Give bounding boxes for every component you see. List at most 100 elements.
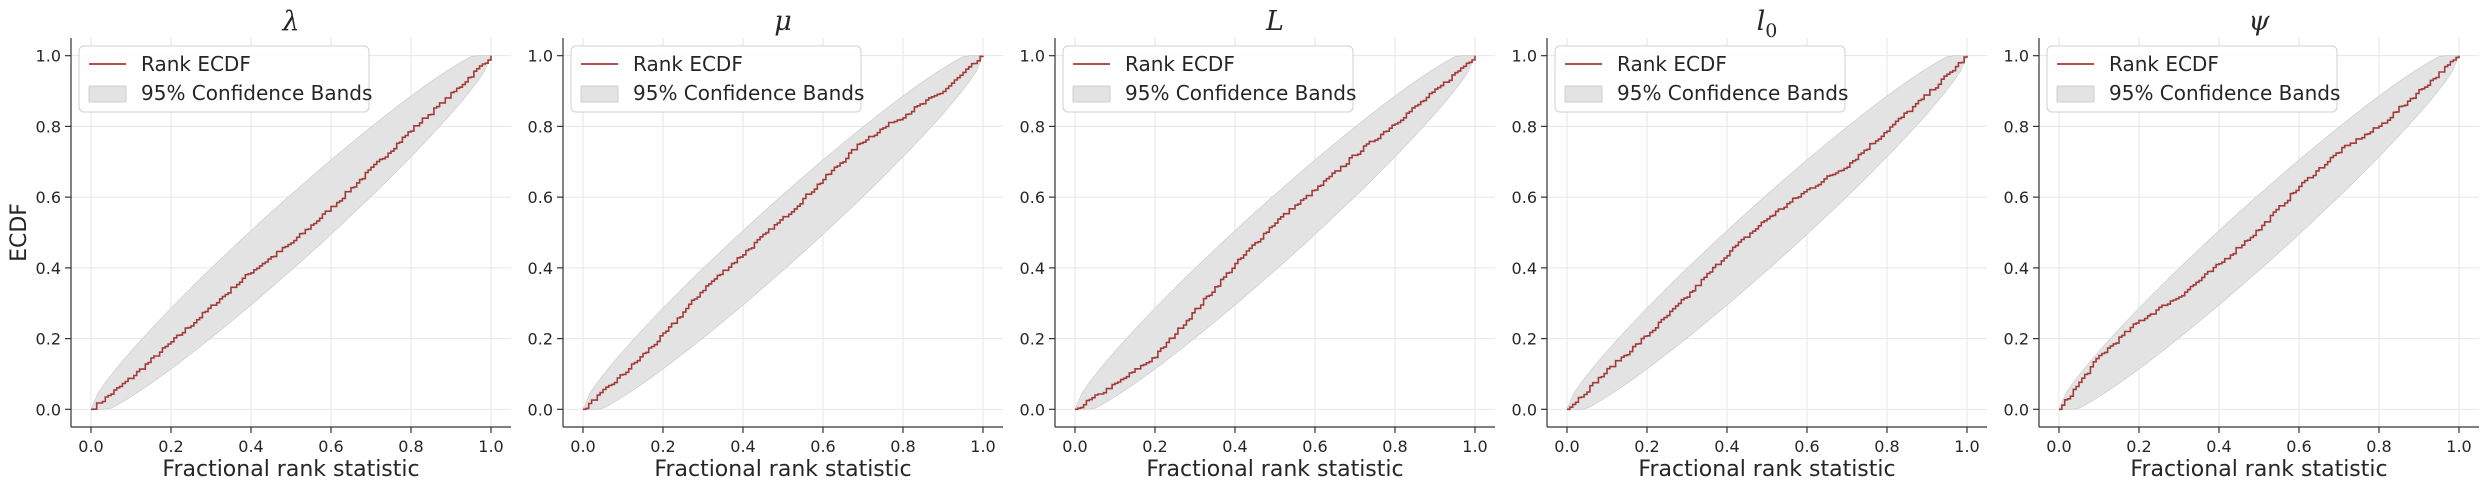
- x-tick-label: 0.6: [318, 437, 343, 456]
- y-tick-label: 0.0: [2004, 400, 2029, 419]
- y-tick-label: 0.0: [1020, 400, 1045, 419]
- x-tick-label: 0.8: [2366, 437, 2391, 456]
- y-tick-label: 0.0: [36, 400, 61, 419]
- chart-panel-4: 0.0 0.2 0.4 0.6 0.8 1.0 0.0 0.2 0.4 0.6 0.8 1.0 Frac…: [1512, 6, 1987, 482]
- legend: Rank ECDF 95% Confidence Bands: [78, 45, 372, 113]
- x-tick-label: 0.6: [1794, 437, 1819, 456]
- y-tick-label: 0.6: [528, 188, 553, 207]
- x-axis-label: Fractional rank statistic: [1638, 457, 1895, 482]
- legend-label-band: 95% Confidence Bands: [633, 81, 864, 105]
- legend-label-ecdf: Rank ECDF: [2109, 52, 2219, 76]
- rank-ecdf-line: [2059, 55, 2460, 411]
- y-tick-label: 0.8: [2004, 117, 2029, 136]
- chart-title: l0: [1757, 6, 1778, 42]
- x-axis-label: Fractional rank statistic: [162, 457, 419, 482]
- y-tick-label: 0.2: [1512, 330, 1537, 349]
- x-tick-label: 0.0: [2046, 437, 2071, 456]
- y-tick-label: 1.0: [2004, 47, 2029, 66]
- rank-ecdf-line: [1567, 55, 1968, 411]
- x-tick-label: 1.0: [1462, 437, 1487, 456]
- legend-band-swatch: [1072, 85, 1111, 103]
- y-tick-label: 1.0: [1020, 47, 1045, 66]
- x-tick-label: 0.6: [1302, 437, 1327, 456]
- y-tick-label: 0.0: [528, 400, 553, 419]
- x-tick-label: 0.4: [2206, 437, 2231, 456]
- y-tick-label: 0.6: [1512, 188, 1537, 207]
- rank-ecdf-line: [91, 55, 492, 411]
- y-tick-label: 0.0: [1512, 400, 1537, 419]
- legend-frame: [1554, 45, 1846, 113]
- legend-frame: [2046, 45, 2338, 113]
- legend-label-ecdf: Rank ECDF: [1617, 52, 1727, 76]
- y-tick-label: 0.2: [1020, 330, 1045, 349]
- legend-label-band: 95% Confidence Bands: [141, 81, 372, 105]
- y-tick-label: 0.8: [1020, 117, 1045, 136]
- x-tick-label: 0.4: [1222, 437, 1247, 456]
- x-tick-label: 0.4: [238, 437, 263, 456]
- y-tick-label: 0.6: [36, 188, 61, 207]
- x-tick-label: 0.6: [2286, 437, 2311, 456]
- x-tick-label: 0.2: [2126, 437, 2151, 456]
- x-tick-label: 0.0: [570, 437, 595, 456]
- legend-label-ecdf: Rank ECDF: [141, 52, 251, 76]
- chart-panel-2: 0.0 0.2 0.4 0.6 0.8 1.0 0.0 0.2 0.4 0.6 0.8 1.0 Frac…: [528, 6, 1003, 482]
- legend-frame: [1062, 45, 1354, 113]
- y-tick-label: 0.2: [36, 330, 61, 349]
- legend-label-band: 95% Confidence Bands: [1617, 81, 1848, 105]
- y-tick-label: 0.4: [1020, 259, 1045, 278]
- chart-panel-3: 0.0 0.2 0.4 0.6 0.8 1.0 0.0 0.2 0.4 0.6 0.8 1.0 Frac…: [1020, 6, 1495, 482]
- legend-band-swatch: [88, 85, 127, 103]
- y-tick-label: 0.4: [528, 259, 553, 278]
- rank-ecdf-line: [1075, 55, 1476, 411]
- y-tick-label: 1.0: [528, 47, 553, 66]
- x-tick-label: 0.4: [1714, 437, 1739, 456]
- y-tick-label: 1.0: [1512, 47, 1537, 66]
- x-tick-label: 0.2: [650, 437, 675, 456]
- legend-label-band: 95% Confidence Bands: [1125, 81, 1356, 105]
- chart-title: μ: [774, 6, 792, 37]
- x-tick-label: 0.8: [890, 437, 915, 456]
- x-tick-label: 0.2: [1142, 437, 1167, 456]
- y-tick-label: 0.2: [528, 330, 553, 349]
- chart-title: ψ: [2248, 6, 2270, 37]
- legend-band-swatch: [1564, 85, 1603, 103]
- x-tick-label: 0.0: [78, 437, 103, 456]
- y-tick-label: 0.6: [2004, 188, 2029, 207]
- legend-label-ecdf: Rank ECDF: [1125, 52, 1235, 76]
- x-tick-label: 0.4: [730, 437, 755, 456]
- legend-label-ecdf: Rank ECDF: [633, 52, 743, 76]
- y-tick-label: 0.8: [528, 117, 553, 136]
- legend: Rank ECDF 95% Confidence Bands: [2046, 45, 2340, 113]
- x-tick-label: 0.8: [398, 437, 423, 456]
- x-tick-label: 0.8: [1382, 437, 1407, 456]
- x-tick-label: 0.6: [810, 437, 835, 456]
- legend: Rank ECDF 95% Confidence Bands: [1554, 45, 1848, 113]
- x-axis-label: Fractional rank statistic: [654, 457, 911, 482]
- legend: Rank ECDF 95% Confidence Bands: [1062, 45, 1356, 113]
- y-tick-label: 0.6: [1020, 188, 1045, 207]
- legend-frame: [570, 45, 862, 113]
- x-tick-label: 1.0: [970, 437, 995, 456]
- y-tick-label: 0.4: [1512, 259, 1537, 278]
- y-tick-label: 0.2: [2004, 330, 2029, 349]
- x-tick-label: 0.2: [158, 437, 183, 456]
- x-tick-label: 0.0: [1554, 437, 1579, 456]
- y-tick-label: 0.8: [36, 117, 61, 136]
- legend-band-swatch: [2056, 85, 2095, 103]
- x-axis-label: Fractional rank statistic: [2130, 457, 2387, 482]
- x-tick-label: 0.2: [1634, 437, 1659, 456]
- rank-ecdf-line: [583, 55, 984, 411]
- legend-band-swatch: [580, 85, 619, 103]
- chart-title: L: [1265, 6, 1284, 37]
- x-axis-label: Fractional rank statistic: [1146, 457, 1403, 482]
- y-tick-label: 0.4: [2004, 259, 2029, 278]
- y-tick-label: 1.0: [36, 47, 61, 66]
- legend-label-band: 95% Confidence Bands: [2109, 81, 2340, 105]
- x-tick-label: 1.0: [2446, 437, 2471, 456]
- chart-panel-5: 0.0 0.2 0.4 0.6 0.8 1.0 0.0 0.2 0.4 0.6 0.8 1.0 Frac…: [2004, 6, 2479, 482]
- legend-frame: [78, 45, 370, 113]
- legend: Rank ECDF 95% Confidence Bands: [570, 45, 864, 113]
- x-tick-label: 1.0: [1954, 437, 1979, 456]
- x-tick-label: 0.8: [1874, 437, 1899, 456]
